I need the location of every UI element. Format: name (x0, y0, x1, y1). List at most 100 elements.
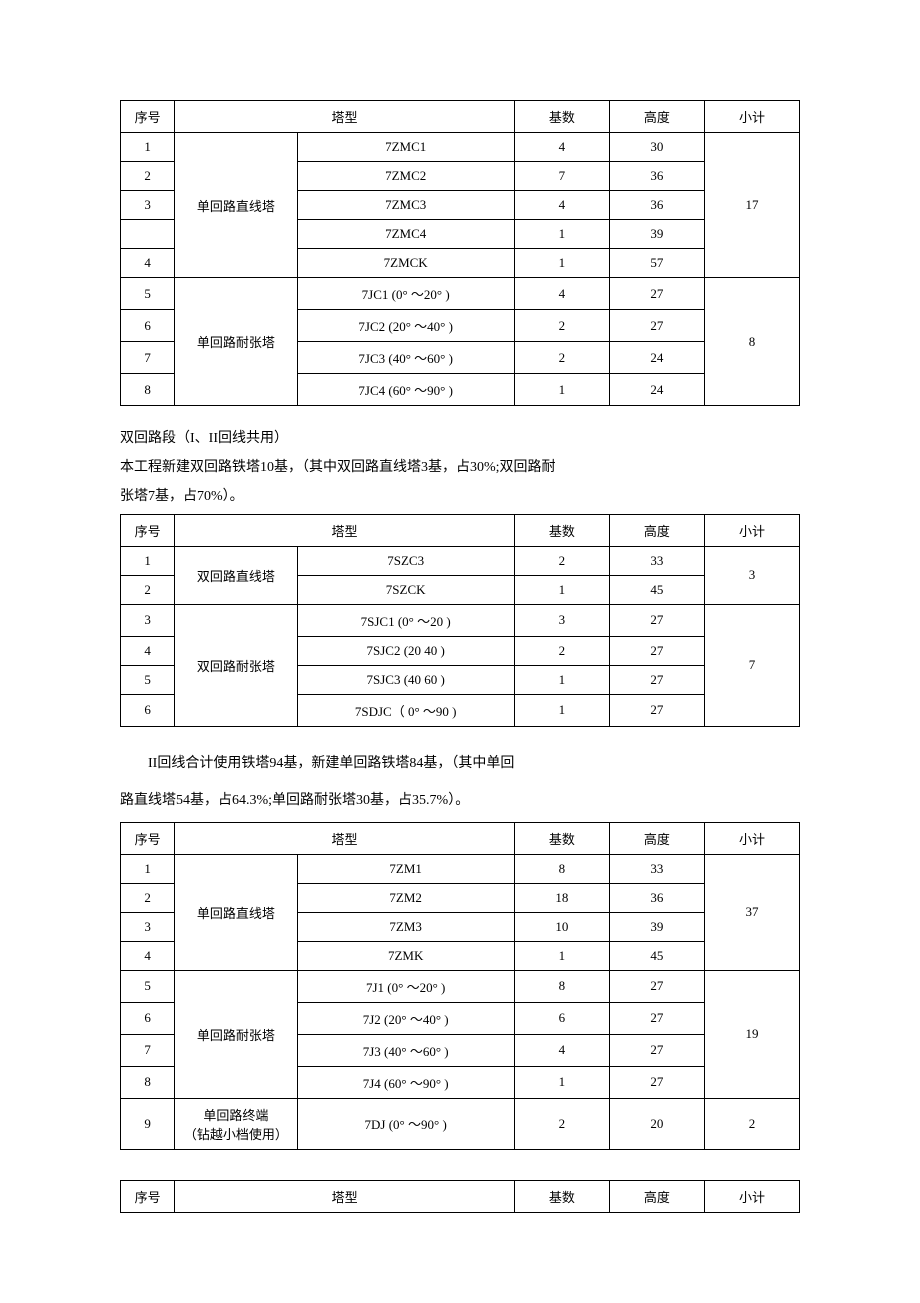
cell-model: 7ZMC3 (297, 191, 514, 220)
cell-base: 1 (514, 665, 609, 694)
cell-model: 7J1 (0° ～20° ) (297, 970, 514, 1002)
cell-category: 单回路耐张塔 (175, 278, 297, 406)
cell-base: 1 (514, 249, 609, 278)
cell-base: 8 (514, 970, 609, 1002)
table-3: 序号 塔型 基数 高度 小计 1 单回路直线塔 7ZM1 8 33 37 2 7… (120, 822, 800, 1150)
table-4-header: 序号 塔型 基数 高度 小计 (120, 1180, 800, 1213)
cell-height: 27 (609, 310, 704, 342)
para1-line3: 张塔7基，占70%）。 (120, 484, 800, 509)
cell-height: 39 (609, 912, 704, 941)
cell-seq: 8 (121, 374, 175, 406)
cell-seq: 1 (121, 133, 175, 162)
table-row: 5 单回路耐张塔 7J1 (0° ～20° ) 8 27 19 (121, 970, 800, 1002)
cell-height: 20 (609, 1098, 704, 1149)
header-seq: 序号 (121, 101, 175, 133)
cell-height: 27 (609, 1002, 704, 1034)
cell-model: 7JC2 (20° ～40° ) (297, 310, 514, 342)
cell-base: 6 (514, 1002, 609, 1034)
cell-base: 1 (514, 941, 609, 970)
cell-base: 2 (514, 1098, 609, 1149)
para1-line2: 本工程新建双回路铁塔10基，（其中双回路直线塔3基，占30%;双回路耐 (120, 455, 800, 480)
header-type: 塔型 (175, 101, 515, 133)
header-seq: 序号 (121, 514, 175, 546)
cell-seq: 6 (121, 310, 175, 342)
cell-height: 27 (609, 636, 704, 665)
header-type: 塔型 (175, 1180, 515, 1212)
cell-height: 36 (609, 191, 704, 220)
cell-seq: 1 (121, 546, 175, 575)
cell-seq: 2 (121, 883, 175, 912)
cell-base: 4 (514, 133, 609, 162)
cell-model: 7JC3 (40° ～60° ) (297, 342, 514, 374)
cell-height: 45 (609, 575, 704, 604)
cell-model: 7SJC3 (40 60 ) (297, 665, 514, 694)
header-type: 塔型 (175, 822, 515, 854)
cell-base: 2 (514, 342, 609, 374)
cell-base: 8 (514, 854, 609, 883)
cell-model: 7ZMK (297, 941, 514, 970)
cell-base: 10 (514, 912, 609, 941)
cell-height: 33 (609, 854, 704, 883)
cell-height: 36 (609, 162, 704, 191)
cell-model: 7J2 (20° ～40° ) (297, 1002, 514, 1034)
cell-seq: 6 (121, 1002, 175, 1034)
paragraph-1: 双回路段（I、II回线共用） 本工程新建双回路铁塔10基，（其中双回路直线塔3基… (120, 426, 800, 510)
header-base: 基数 (514, 1180, 609, 1212)
cell-height: 27 (609, 604, 704, 636)
cell-model: 7J3 (40° ～60° ) (297, 1034, 514, 1066)
cell-seq: 9 (121, 1098, 175, 1149)
cell-height: 33 (609, 546, 704, 575)
cell-subtotal: 17 (704, 133, 799, 278)
cell-seq (121, 220, 175, 249)
cell-category-line2: （钻越小档使用） (184, 1127, 288, 1142)
header-seq: 序号 (121, 1180, 175, 1212)
cell-base: 2 (514, 546, 609, 575)
cell-seq: 4 (121, 249, 175, 278)
cell-base: 1 (514, 575, 609, 604)
cell-subtotal: 7 (704, 604, 799, 726)
cell-model: 7ZMC2 (297, 162, 514, 191)
para2-line2: 路直线塔54基，占64.3%;单回路耐张塔30基，占35.7%）。 (120, 784, 800, 818)
header-type: 塔型 (175, 514, 515, 546)
cell-model: 7SZC3 (297, 546, 514, 575)
cell-height: 45 (609, 941, 704, 970)
cell-model: 7ZMC4 (297, 220, 514, 249)
cell-base: 2 (514, 636, 609, 665)
header-base: 基数 (514, 101, 609, 133)
cell-seq: 2 (121, 575, 175, 604)
cell-seq: 3 (121, 191, 175, 220)
cell-model: 7SJC1 (0° ～20 ) (297, 604, 514, 636)
header-height: 高度 (609, 1180, 704, 1212)
cell-subtotal: 37 (704, 854, 799, 970)
cell-subtotal: 2 (704, 1098, 799, 1149)
table-row: 1 单回路直线塔 7ZMC1 4 30 17 (121, 133, 800, 162)
cell-category: 双回路耐张塔 (175, 604, 297, 726)
cell-seq: 5 (121, 970, 175, 1002)
cell-seq: 2 (121, 162, 175, 191)
cell-model: 7DJ (0° ～90° ) (297, 1098, 514, 1149)
header-subtotal: 小计 (704, 514, 799, 546)
cell-height: 27 (609, 1034, 704, 1066)
cell-model: 7JC4 (60° ～90° ) (297, 374, 514, 406)
cell-height: 24 (609, 342, 704, 374)
table-row: 9 单回路终端 （钻越小档使用） 7DJ (0° ～90° ) 2 20 2 (121, 1098, 800, 1149)
cell-model: 7SDJC（ 0° ～90 ) (297, 694, 514, 726)
cell-base: 1 (514, 694, 609, 726)
header-height: 高度 (609, 101, 704, 133)
cell-seq: 7 (121, 1034, 175, 1066)
cell-model: 7SJC2 (20 40 ) (297, 636, 514, 665)
cell-model: 7JC1 (0° ～20° ) (297, 278, 514, 310)
cell-seq: 5 (121, 278, 175, 310)
cell-subtotal: 19 (704, 970, 799, 1098)
paragraph-2: II回线合计使用铁塔94基，新建单回路铁塔84基，（其中单回 路直线塔54基，占… (120, 747, 800, 818)
table-header-row: 序号 塔型 基数 高度 小计 (121, 1180, 800, 1212)
table-1: 序号 塔型 基数 高度 小计 1 单回路直线塔 7ZMC1 4 30 17 2 … (120, 100, 800, 406)
cell-base: 1 (514, 1066, 609, 1098)
cell-base: 7 (514, 162, 609, 191)
cell-height: 39 (609, 220, 704, 249)
header-height: 高度 (609, 514, 704, 546)
cell-category: 单回路耐张塔 (175, 970, 297, 1098)
cell-model: 7ZM2 (297, 883, 514, 912)
cell-height: 27 (609, 970, 704, 1002)
header-subtotal: 小计 (704, 1180, 799, 1212)
